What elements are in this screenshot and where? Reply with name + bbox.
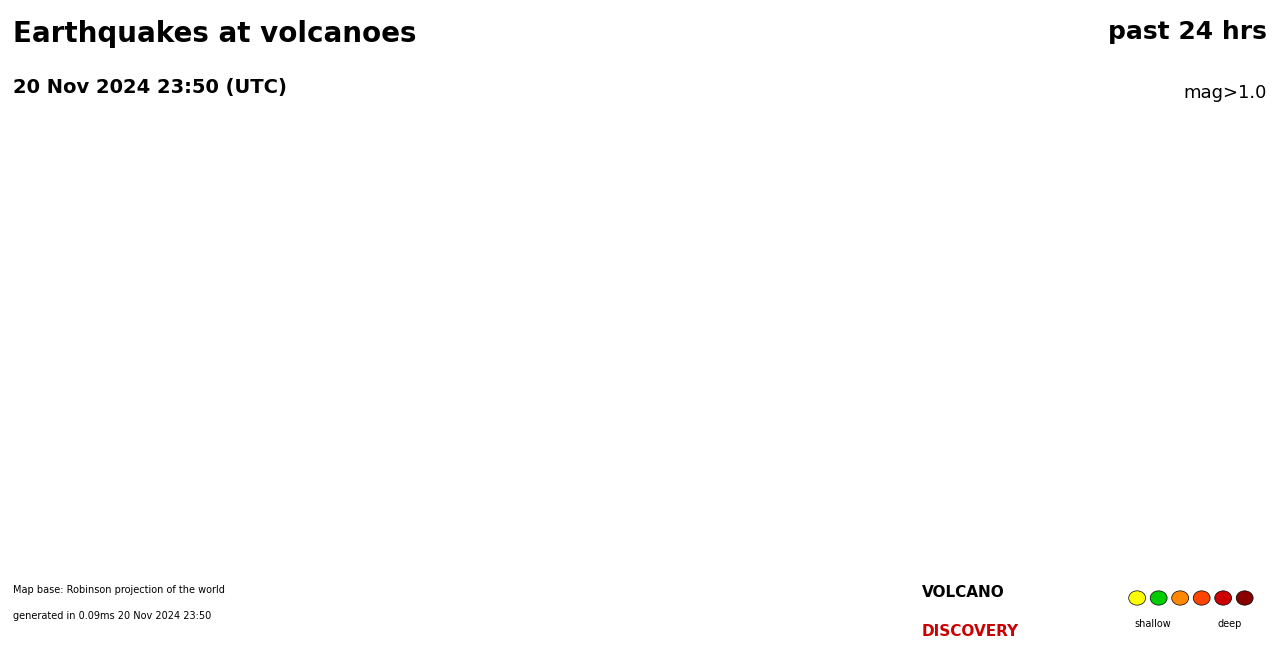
Text: shallow: shallow	[1134, 619, 1171, 629]
Text: DISCOVERY: DISCOVERY	[922, 624, 1019, 639]
Text: Earthquakes at volcanoes: Earthquakes at volcanoes	[13, 20, 416, 47]
Text: VOLCANO: VOLCANO	[922, 585, 1005, 600]
Circle shape	[1129, 591, 1146, 605]
Circle shape	[1193, 591, 1210, 605]
Text: Map base: Robinson projection of the world: Map base: Robinson projection of the wor…	[13, 585, 225, 595]
Text: past 24 hrs: past 24 hrs	[1108, 20, 1267, 44]
Text: 20 Nov 2024 23:50 (UTC): 20 Nov 2024 23:50 (UTC)	[13, 78, 287, 97]
Text: deep: deep	[1217, 619, 1242, 629]
Circle shape	[1171, 591, 1189, 605]
Text: mag>1.0: mag>1.0	[1184, 84, 1267, 103]
Circle shape	[1151, 591, 1167, 605]
Text: generated in 0.09ms 20 Nov 2024 23:50: generated in 0.09ms 20 Nov 2024 23:50	[13, 611, 211, 621]
Circle shape	[1215, 591, 1231, 605]
Circle shape	[1236, 591, 1253, 605]
